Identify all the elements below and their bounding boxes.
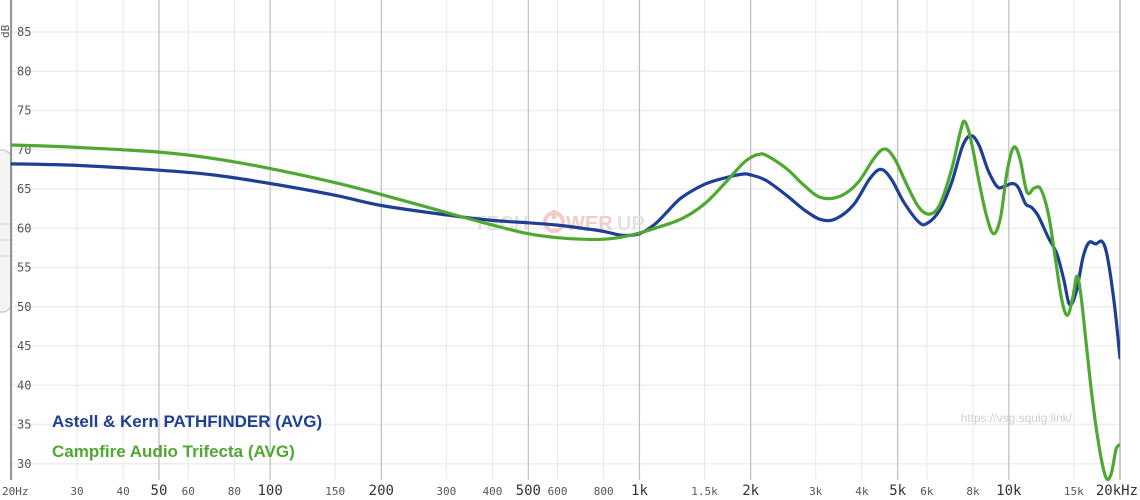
y-tick-label: 55 [17, 261, 31, 275]
x-tick-label: 15k [1064, 485, 1084, 498]
y-tick-label: 30 [17, 457, 31, 471]
volume-handle[interactable] [0, 149, 13, 313]
x-tick-label: 50 [151, 483, 168, 499]
grid-lines [10, 0, 1121, 480]
x-tick-label: 6k [920, 485, 934, 498]
x-tick-label: 4k [855, 485, 869, 498]
x-tick-label: 600 [548, 485, 568, 498]
y-tick-label: 65 [17, 182, 31, 196]
y-tick-label: 85 [17, 25, 31, 39]
y-tick-label: 50 [17, 300, 31, 314]
x-tick-label: 1.5k [691, 485, 718, 498]
x-tick-label: 8k [966, 485, 980, 498]
x-tick-label: 800 [594, 485, 614, 498]
x-tick-label: 2k [742, 483, 759, 499]
watermark-url: https://vsg.squig.link/ [961, 411, 1073, 425]
x-tick-label: 30 [70, 485, 83, 498]
y-tick-label: 75 [17, 104, 31, 118]
x-tick-label: 5k [889, 483, 906, 499]
x-tick-label: 300 [436, 485, 456, 498]
legend: Astell & Kern PATHFINDER (AVG) Campfire A… [52, 412, 322, 461]
x-tick-label: 40 [117, 485, 130, 498]
y-axis-unit-label: dB [0, 24, 12, 38]
watermark-logo-up: UP [617, 213, 645, 235]
x-tick-label: 100 [258, 483, 283, 499]
x-tick-label: 20Hz [2, 485, 29, 498]
series-line-1 [10, 134, 1120, 360]
x-tick-label: 400 [483, 485, 503, 498]
y-tick-label: 40 [17, 378, 31, 392]
x-tick-label: 80 [228, 485, 241, 498]
y-tick-label: 35 [17, 418, 31, 432]
x-tick-label: 150 [325, 485, 345, 498]
y-tick-label: 80 [17, 64, 31, 78]
y-tick-label: 45 [17, 339, 31, 353]
x-tick-label: 20kHz [1096, 483, 1138, 499]
legend-entry[interactable]: Astell & Kern PATHFINDER (AVG) [52, 412, 322, 431]
legend-entry[interactable]: Campfire Audio Trifecta (AVG) [52, 442, 295, 461]
x-tick-label: 200 [369, 483, 394, 499]
series-lines [10, 119, 1120, 482]
x-tick-label: 1k [631, 483, 648, 499]
x-axis-ticks: 20Hz 30 40 50 60 80 100 150 200 300 400 500 600 800 1k… [2, 483, 1138, 499]
x-tick-label: 500 [516, 483, 541, 499]
x-tick-label: 3k [809, 485, 823, 498]
x-tick-label: 10k [996, 483, 1022, 499]
x-tick-label: 60 [182, 485, 195, 498]
series-line-2 [10, 119, 1120, 482]
y-tick-label: 60 [17, 221, 31, 235]
